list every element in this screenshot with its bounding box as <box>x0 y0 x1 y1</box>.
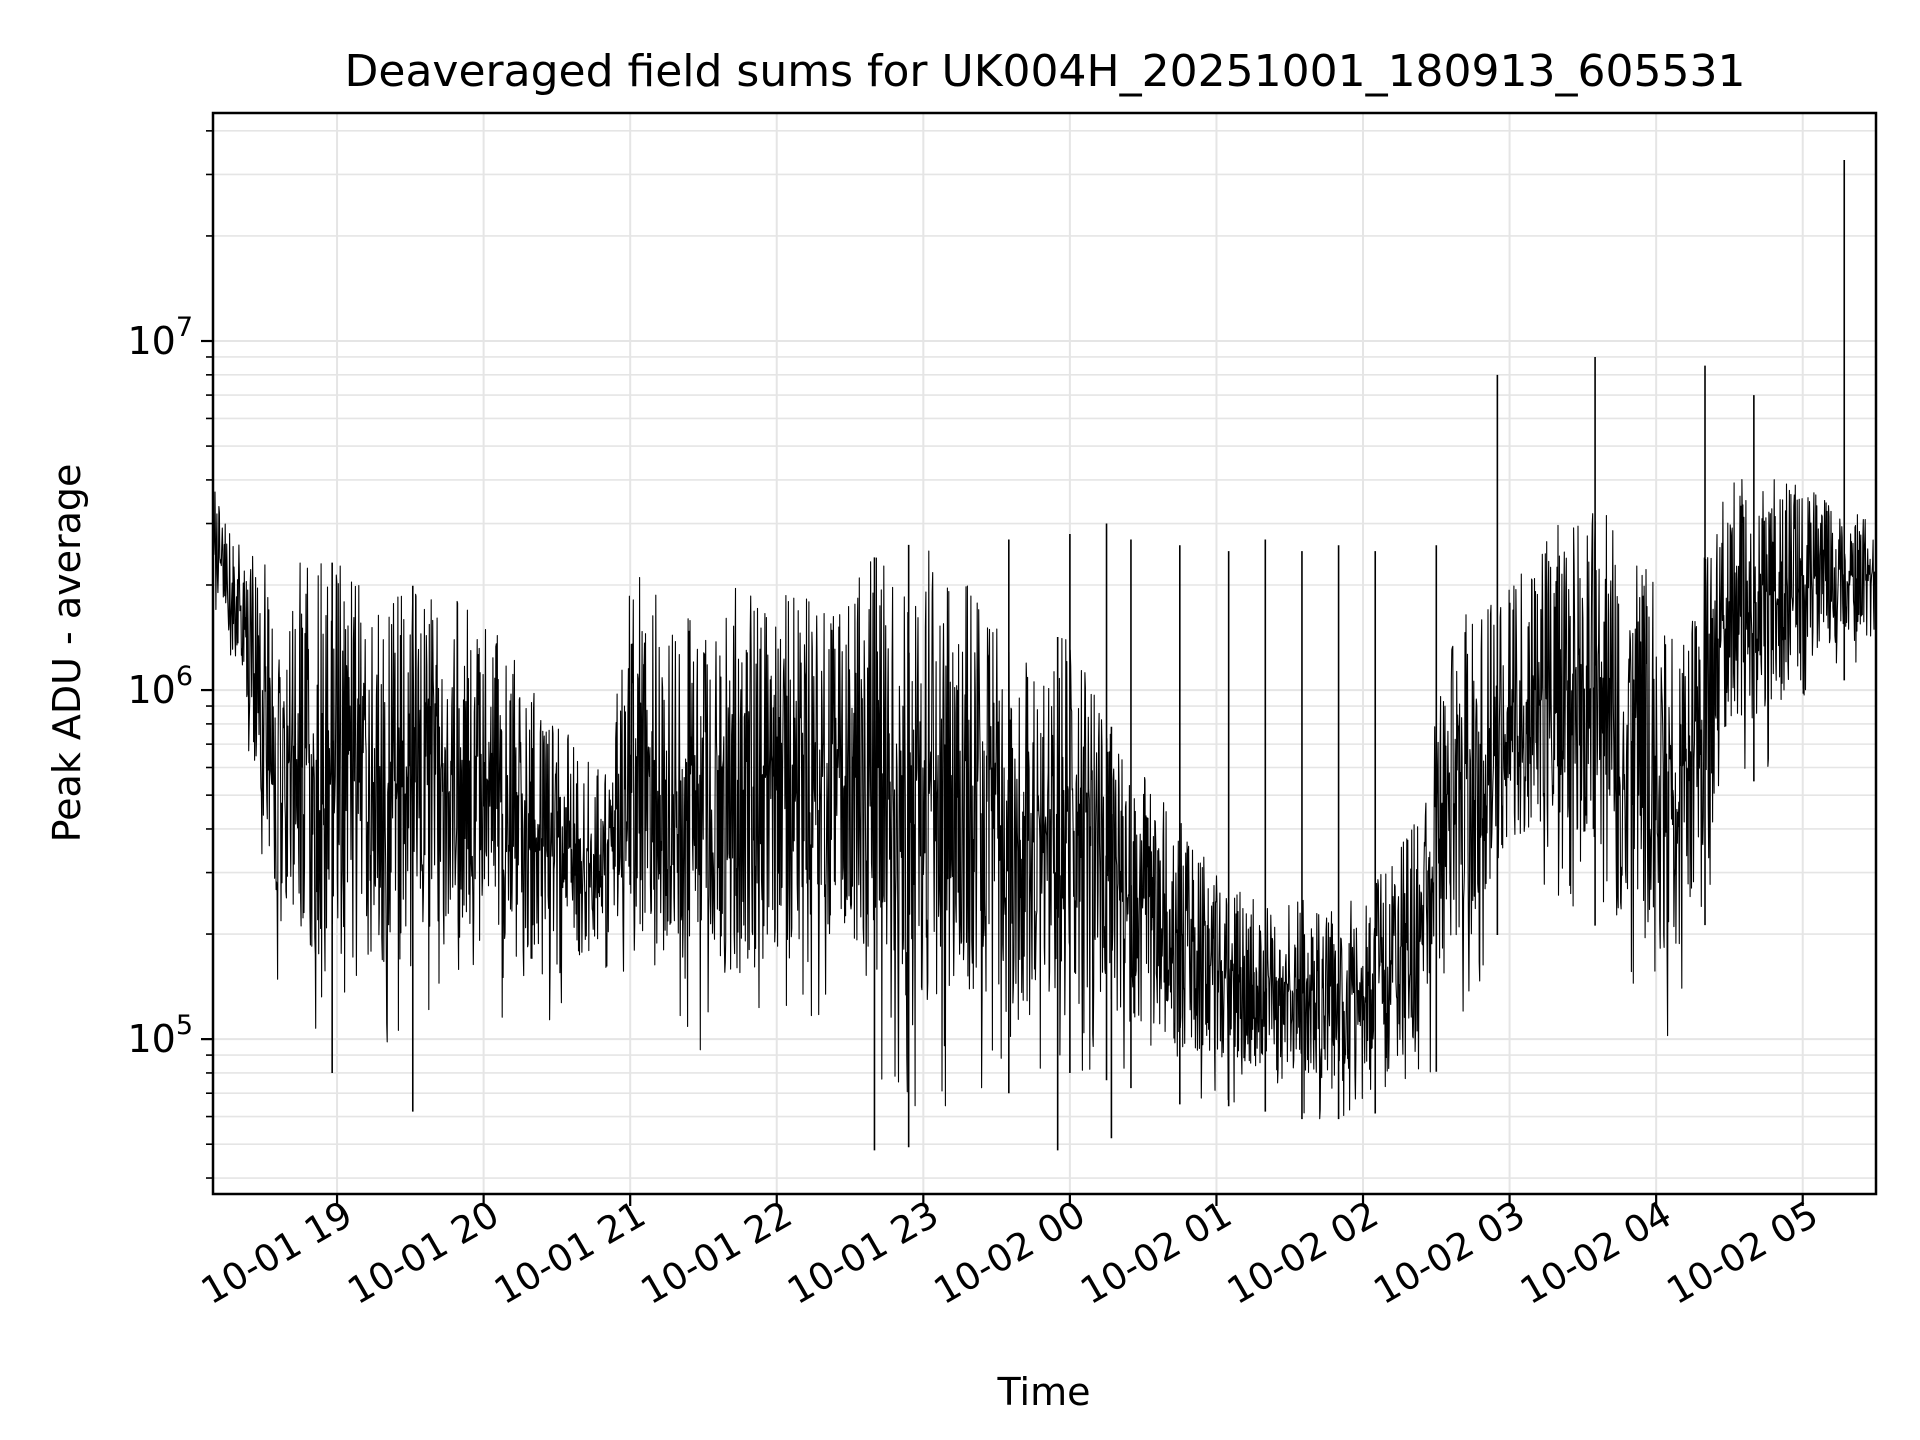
y-axis: 105 106 107 <box>127 130 213 1179</box>
y-tick-label: 105 <box>127 1010 193 1061</box>
y-tick-label: 107 <box>127 312 193 363</box>
y-axis-label: Peak ADU - average <box>45 464 89 843</box>
series-layer <box>212 160 1877 1151</box>
y-tick-label: 106 <box>127 661 193 712</box>
chart-title: Deaveraged field sums for UK004H_2025100… <box>345 46 1746 97</box>
x-axis-label: Time <box>997 1370 1091 1414</box>
series-line <box>212 479 1877 1120</box>
plot-frame <box>211 111 1878 1196</box>
